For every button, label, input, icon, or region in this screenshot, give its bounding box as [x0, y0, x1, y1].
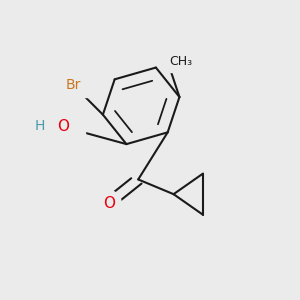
- Text: Br: Br: [66, 78, 81, 92]
- Bar: [166, 51, 202, 72]
- Circle shape: [96, 190, 121, 215]
- Bar: [59, 74, 91, 97]
- Bar: [32, 115, 85, 138]
- Text: CH₃: CH₃: [169, 55, 192, 68]
- Text: O: O: [57, 119, 69, 134]
- Text: H: H: [34, 119, 45, 134]
- Text: O: O: [103, 196, 115, 211]
